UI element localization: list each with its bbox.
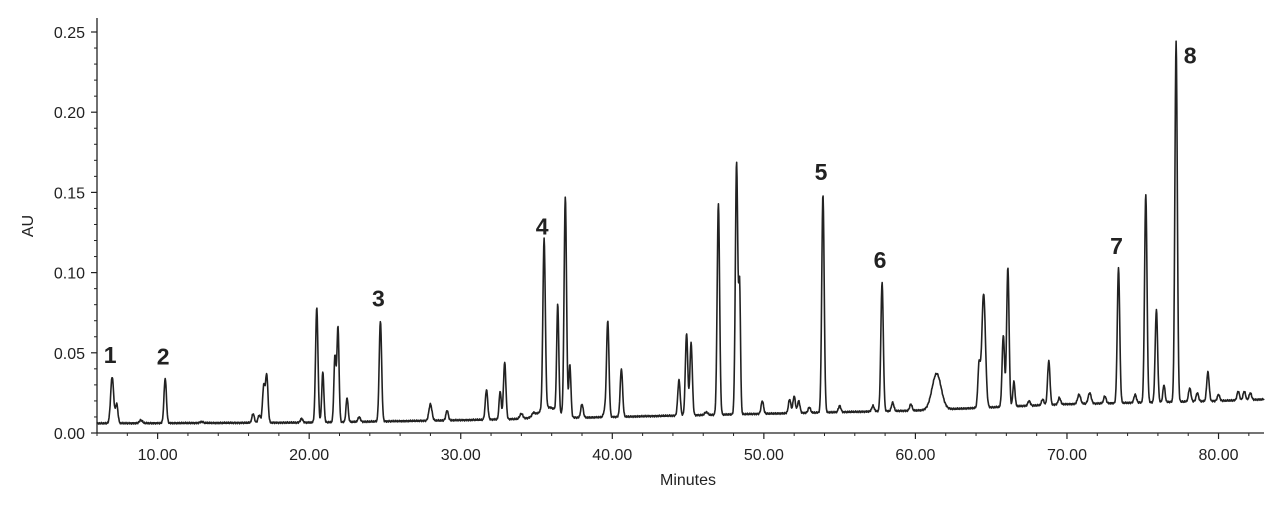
y-tick-label: 0.05 bbox=[54, 346, 85, 363]
peak-label-2: 2 bbox=[157, 343, 170, 369]
x-tick-label: 60.00 bbox=[895, 447, 935, 464]
peak-label-6: 6 bbox=[874, 247, 887, 273]
peak-labels: 1 2 3 4 5 6 7 8 bbox=[104, 43, 1197, 370]
y-axis-ticks: 0.00 0.05 0.10 0.15 0.20 0.25 bbox=[54, 25, 97, 443]
chromatogram-trace bbox=[96, 40, 1265, 425]
peak-label-8: 8 bbox=[1184, 43, 1197, 69]
x-tick-label: 20.00 bbox=[289, 447, 329, 464]
x-tick-label: 10.00 bbox=[138, 447, 178, 464]
peak-label-5: 5 bbox=[815, 159, 828, 185]
peak-label-7: 7 bbox=[1110, 233, 1123, 259]
plot-frame bbox=[96, 18, 1264, 434]
y-tick-label: 0.20 bbox=[54, 105, 85, 122]
x-tick-label: 40.00 bbox=[592, 447, 632, 464]
x-tick-label: 50.00 bbox=[744, 447, 784, 464]
y-tick-label: 0.00 bbox=[54, 426, 85, 443]
y-tick-label: 0.25 bbox=[54, 25, 85, 42]
x-axis-ticks: 10.00 20.00 30.00 40.00 50.00 60.00 70.00 80.00 bbox=[96, 433, 1250, 464]
peak-label-1: 1 bbox=[104, 342, 117, 368]
peak-label-4: 4 bbox=[536, 214, 549, 240]
x-tick-label: 30.00 bbox=[441, 447, 481, 464]
y-tick-label: 0.10 bbox=[54, 266, 85, 283]
x-axis-title: Minutes bbox=[660, 472, 716, 489]
x-tick-label: 70.00 bbox=[1047, 447, 1087, 464]
y-tick-label: 0.15 bbox=[54, 185, 85, 202]
x-tick-label: 80.00 bbox=[1199, 447, 1239, 464]
peak-label-3: 3 bbox=[372, 286, 385, 312]
y-axis-title: AU bbox=[20, 215, 37, 237]
